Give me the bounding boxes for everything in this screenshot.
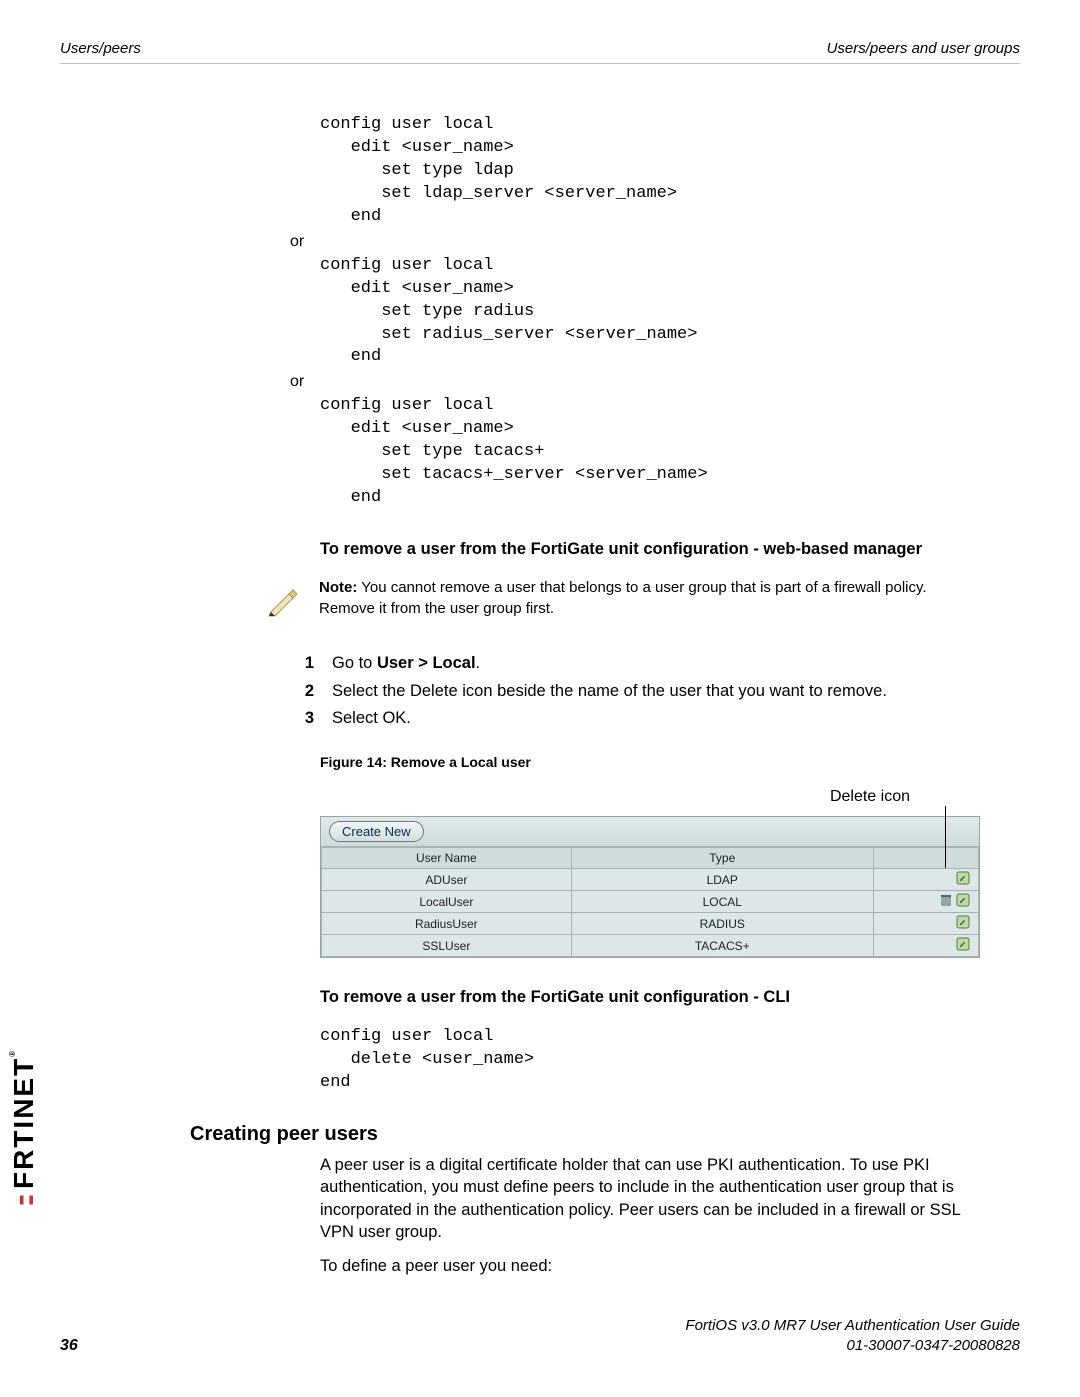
code-tacacs: config user local edit <user_name> set t… xyxy=(320,395,980,510)
or-1: or xyxy=(290,233,980,251)
col-username: User Name xyxy=(322,848,572,869)
header-right: Users/peers and user groups xyxy=(827,40,1020,57)
cell-username: LocalUser xyxy=(322,891,572,913)
code-radius: config user local edit <user_name> set t… xyxy=(320,255,980,370)
figure-caption: Figure 14: Remove a Local user xyxy=(320,754,980,770)
edit-icon[interactable] xyxy=(956,871,970,888)
step-num: 1 xyxy=(300,651,314,677)
or-2: or xyxy=(290,373,980,391)
step-num: 2 xyxy=(300,679,314,705)
page-number: 36 xyxy=(60,1337,78,1355)
create-new-button[interactable]: Create New xyxy=(329,821,424,842)
steps-list: 1 Go to User > Local. 2 Select the Delet… xyxy=(300,651,980,732)
peer-para2: To define a peer user you need: xyxy=(320,1255,980,1277)
pointer-line xyxy=(945,806,946,868)
edit-icon[interactable] xyxy=(956,937,970,954)
note-icon xyxy=(265,578,301,623)
step-num: 3 xyxy=(300,706,314,732)
col-type: Type xyxy=(571,848,873,869)
cell-username: SSLUser xyxy=(322,935,572,957)
cell-type: LDAP xyxy=(571,869,873,891)
cell-type: TACACS+ xyxy=(571,935,873,957)
note-text: Note: You cannot remove a user that belo… xyxy=(319,578,980,619)
step-text: Go to User > Local. xyxy=(332,651,480,677)
col-actions xyxy=(873,848,978,869)
code-ldap: config user local edit <user_name> set t… xyxy=(320,114,980,229)
user-table-ui: Create New User Name Type ADUserLDAPLoca… xyxy=(320,816,980,958)
table-row: RadiusUserRADIUS xyxy=(322,913,979,935)
remove-web-heading: To remove a user from the FortiGate unit… xyxy=(320,538,980,560)
cell-actions xyxy=(873,891,978,913)
delete-icon-label: Delete icon xyxy=(830,788,910,805)
cell-username: ADUser xyxy=(322,869,572,891)
cell-type: RADIUS xyxy=(571,913,873,935)
cell-type: LOCAL xyxy=(571,891,873,913)
delete-icon[interactable] xyxy=(939,893,953,910)
cell-username: RadiusUser xyxy=(322,913,572,935)
cell-actions xyxy=(873,935,978,957)
edit-icon[interactable] xyxy=(956,915,970,932)
cell-actions xyxy=(873,913,978,935)
create-bar: Create New xyxy=(321,817,979,847)
section-heading: Creating peer users xyxy=(190,1123,1020,1146)
edit-icon[interactable] xyxy=(956,893,970,910)
remove-cli-heading: To remove a user from the FortiGate unit… xyxy=(320,986,980,1008)
fortinet-logo: :::FRTINET® xyxy=(8,1051,40,1207)
header-left: Users/peers xyxy=(60,40,141,57)
code-delete: config user local delete <user_name> end xyxy=(320,1026,980,1095)
step-text: Select OK. xyxy=(332,706,411,732)
cell-actions xyxy=(873,869,978,891)
step-text: Select the Delete icon beside the name o… xyxy=(332,679,887,705)
footer-text: FortiOS v3.0 MR7 User Authentication Use… xyxy=(685,1316,1020,1355)
table-row: LocalUserLOCAL xyxy=(322,891,979,913)
table-row: ADUserLDAP xyxy=(322,869,979,891)
peer-para: A peer user is a digital certificate hol… xyxy=(320,1154,980,1243)
table-row: SSLUserTACACS+ xyxy=(322,935,979,957)
